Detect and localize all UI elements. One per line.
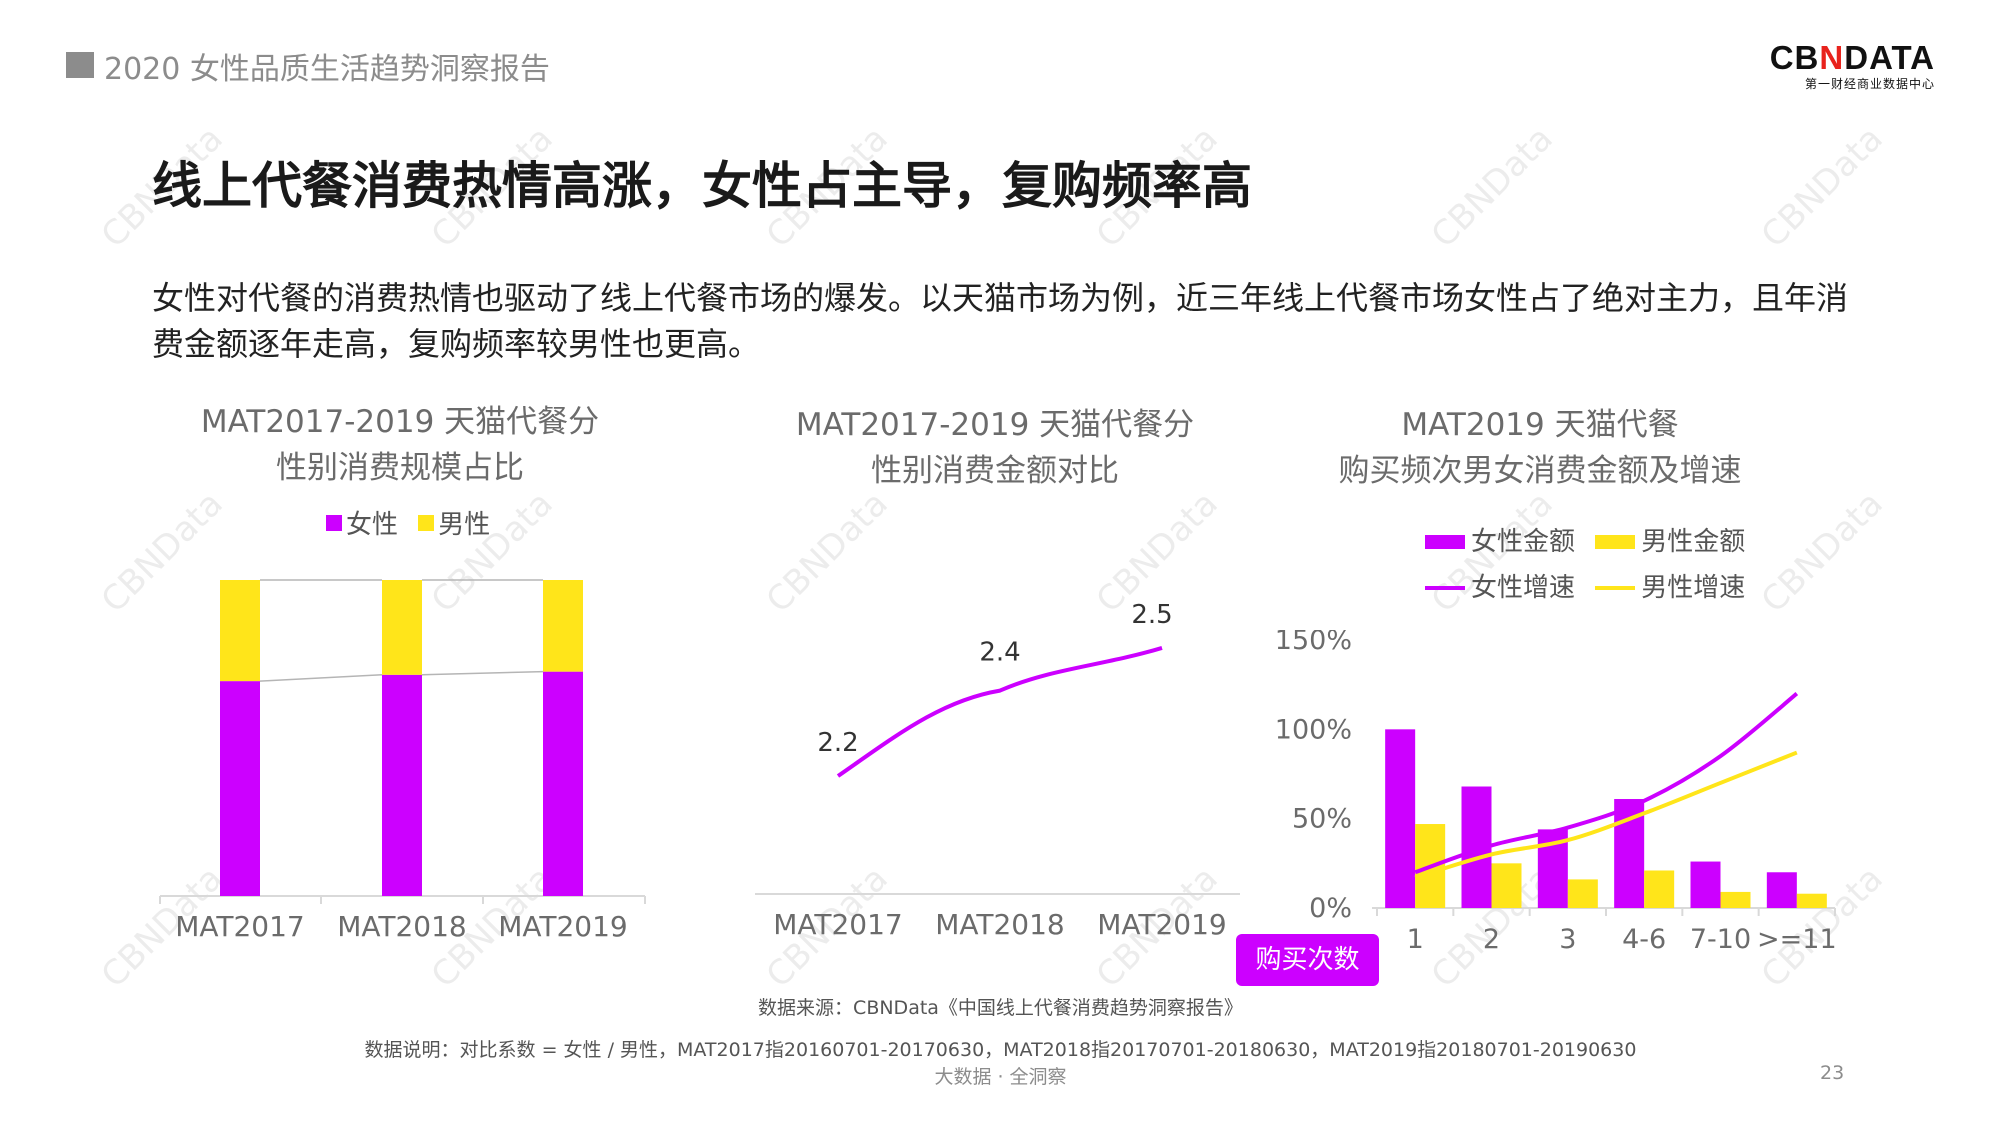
bar-female-amount (1690, 861, 1721, 908)
chart3-plot: 150% 100% 50% 0% 1 2 3 4-6 7-10 >=11 (1275, 630, 1837, 950)
chart2-x-label: MAT2018 (935, 908, 1065, 941)
line-male-growth (1414, 750, 1798, 880)
chart1-x-label: MAT2019 (498, 910, 628, 943)
chart3-y-tick-label: 100% (1275, 714, 1352, 745)
slide-description: 女性对代餐的消费热情也驱动了线上代餐市场的爆发。以天猫市场为例，近三年线上代餐市… (152, 279, 1849, 363)
bar-male-amount (1491, 863, 1522, 908)
line-series-ratio (836, 645, 1163, 778)
male-swatch-icon (418, 514, 435, 531)
legend-item-male: 男性 (418, 504, 490, 541)
chart1-x-label: MAT2017 (175, 910, 305, 943)
chart1-plot: MAT2017 MAT2018 MAT2019 (159, 579, 646, 943)
bar-male (382, 580, 422, 675)
legend-label-female-amount: 女性金额 (1471, 527, 1576, 557)
chart3-x-label: 1 (1407, 924, 1424, 950)
watermark-text: CBNData (1754, 484, 1891, 621)
female-swatch-icon (326, 514, 342, 531)
chart2-title-line1: MAT2017-2019 天猫代餐分 (795, 407, 1195, 443)
chart3-y-tick-label: 0% (1309, 893, 1352, 924)
bar-female (543, 671, 583, 896)
legend-label-male-amount: 男性金额 (1641, 527, 1746, 557)
logo-mark: N (1819, 39, 1845, 76)
bar-male-amount (1644, 870, 1675, 908)
bar-male-amount (1720, 891, 1751, 908)
bar-female (220, 681, 260, 896)
female-growth-swatch-icon (1425, 586, 1465, 590)
line-female-growth (1414, 692, 1799, 875)
chart3-x-label: 7-10 (1690, 924, 1751, 950)
bar-female-amount (1385, 729, 1416, 908)
header-square-icon (66, 52, 94, 78)
series-connector-female (421, 670, 544, 676)
legend-label-male-growth: 男性增速 (1641, 573, 1746, 603)
male-amount-swatch-icon (1595, 535, 1636, 549)
chart3-y-tick-label: 50% (1292, 804, 1352, 835)
legend-item-female-amount: 女性金额 (1425, 522, 1575, 562)
purchase-count-axis-label: 购买次数 (1236, 934, 1379, 986)
legend-item-female-growth: 女性增速 (1425, 568, 1575, 608)
chart2-data-label: 2.2 (817, 728, 858, 758)
data-source: 数据来源：CBNData《中国线上代餐消费趋势洞察报告》 (758, 997, 1243, 1019)
data-note: 数据说明：对比系数 = 女性 / 男性，MAT2017指20160701-201… (364, 1039, 1637, 1061)
report-title: 2020 女性品质生活趋势洞察报告 (104, 52, 550, 87)
chart2-x-label: MAT2019 (1097, 908, 1227, 941)
legend-label-female-growth: 女性增速 (1471, 573, 1576, 603)
chart3-x-label: 2 (1483, 924, 1500, 950)
chart2-x-label: MAT2017 (773, 908, 903, 941)
bar-male (220, 580, 260, 682)
chart3-title: MAT2019 天猫代餐 购买频次男女消费金额及增速 (1290, 402, 1790, 494)
series-connector-female (259, 674, 383, 682)
logo-tagline: 第一财经商业数据中心 (1804, 77, 1935, 91)
legend-item-male-growth: 男性增速 (1595, 568, 1745, 608)
bar-female-amount (1766, 872, 1797, 908)
legend-label-male: 男性 (438, 510, 491, 540)
footer-slogan: 大数据 · 全洞察 (934, 1066, 1067, 1088)
bar-male (543, 580, 583, 672)
chart2-title-line2: 性别消费金额对比 (871, 453, 1119, 489)
male-growth-swatch-icon (1595, 586, 1636, 590)
chart3-y-tick-label: 150% (1275, 630, 1352, 656)
logo-prefix: CB (1769, 39, 1820, 76)
chart2-plot: MAT2017 MAT2018 MAT2019 2.2 2.4 2.5 (755, 600, 1240, 941)
chart3-x-label: >=11 (1757, 924, 1837, 950)
bar-male-amount (1796, 893, 1827, 908)
chart1-legend: 女性 男性 (326, 504, 502, 541)
legend-label-female: 女性 (346, 510, 399, 540)
legend-item-male-amount: 男性金额 (1595, 522, 1745, 562)
chart3-x-label: 4-6 (1622, 924, 1666, 950)
watermark-text: CBNData (1424, 119, 1561, 256)
logo-suffix: DATA (1844, 39, 1935, 76)
cbndata-logo: CBNDATA 第一财经商业数据中心 (1770, 40, 1935, 92)
bar-female (382, 674, 422, 896)
chart1-title-line2: 性别消费规模占比 (276, 450, 524, 486)
chart3-title-line2: 购买频次男女消费金额及增速 (1338, 453, 1742, 489)
female-amount-swatch-icon (1425, 535, 1465, 549)
slide-title: 线上代餐消费热情高涨，女性占主导，复购频率高 (152, 157, 1252, 215)
chart3-legend: 女性金额 男性金额 女性增速 男性增速 (1425, 521, 1757, 608)
chart1-x-label: MAT2018 (337, 910, 467, 943)
chart3-x-label: 3 (1559, 924, 1576, 950)
chart2-data-label: 2.5 (1131, 600, 1172, 630)
chart2-data-label: 2.4 (979, 638, 1020, 668)
chart1-title: MAT2017-2019 天猫代餐分 性别消费规模占比 (150, 399, 650, 491)
page-number: 23 (1820, 1062, 1845, 1084)
watermark-text: CBNData (1754, 119, 1891, 256)
chart3-title-line1: MAT2019 天猫代餐 (1401, 407, 1679, 443)
chart2-title: MAT2017-2019 天猫代餐分 性别消费金额对比 (745, 402, 1245, 494)
legend-item-female: 女性 (326, 504, 398, 541)
chart1-title-line1: MAT2017-2019 天猫代餐分 (200, 404, 600, 440)
bar-male-amount (1567, 879, 1598, 908)
